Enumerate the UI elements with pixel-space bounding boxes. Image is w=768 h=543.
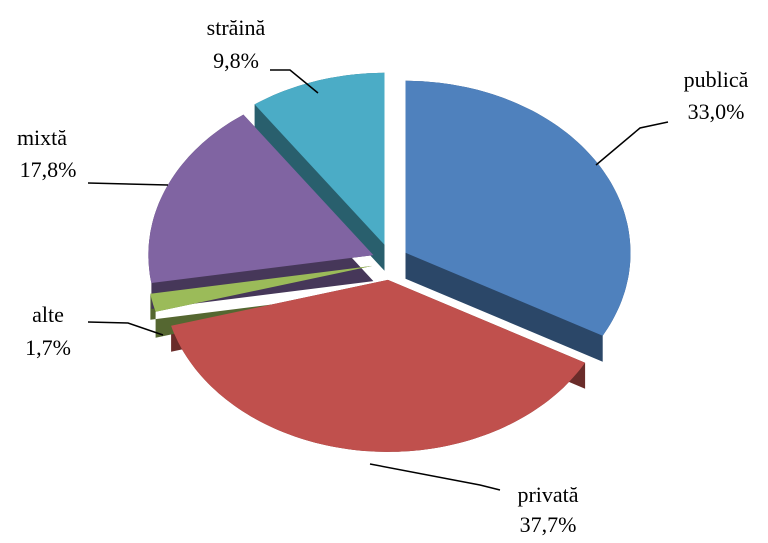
slice (405, 80, 631, 336)
slice-value-label: 9,8% (213, 48, 259, 73)
slice (254, 72, 385, 245)
leader-line (87, 321, 164, 336)
slice (148, 114, 374, 283)
slice (171, 279, 586, 452)
slice-value-label: 33,0% (688, 99, 745, 124)
slice-value-label: 17,8% (20, 157, 77, 182)
slice-value-label: 1,7% (25, 335, 71, 360)
leader-line (595, 121, 669, 166)
slice-label: străină (207, 15, 266, 40)
slice-label: alte (32, 302, 64, 327)
slice (150, 265, 373, 312)
slice-label: publică (684, 67, 749, 92)
leader-line (87, 182, 169, 186)
slice-value-label: 37,7% (520, 512, 577, 537)
leader-line (369, 463, 501, 491)
slice-label: mixtă (17, 125, 67, 150)
slice-label: privată (517, 482, 578, 507)
leader-line (270, 69, 319, 94)
